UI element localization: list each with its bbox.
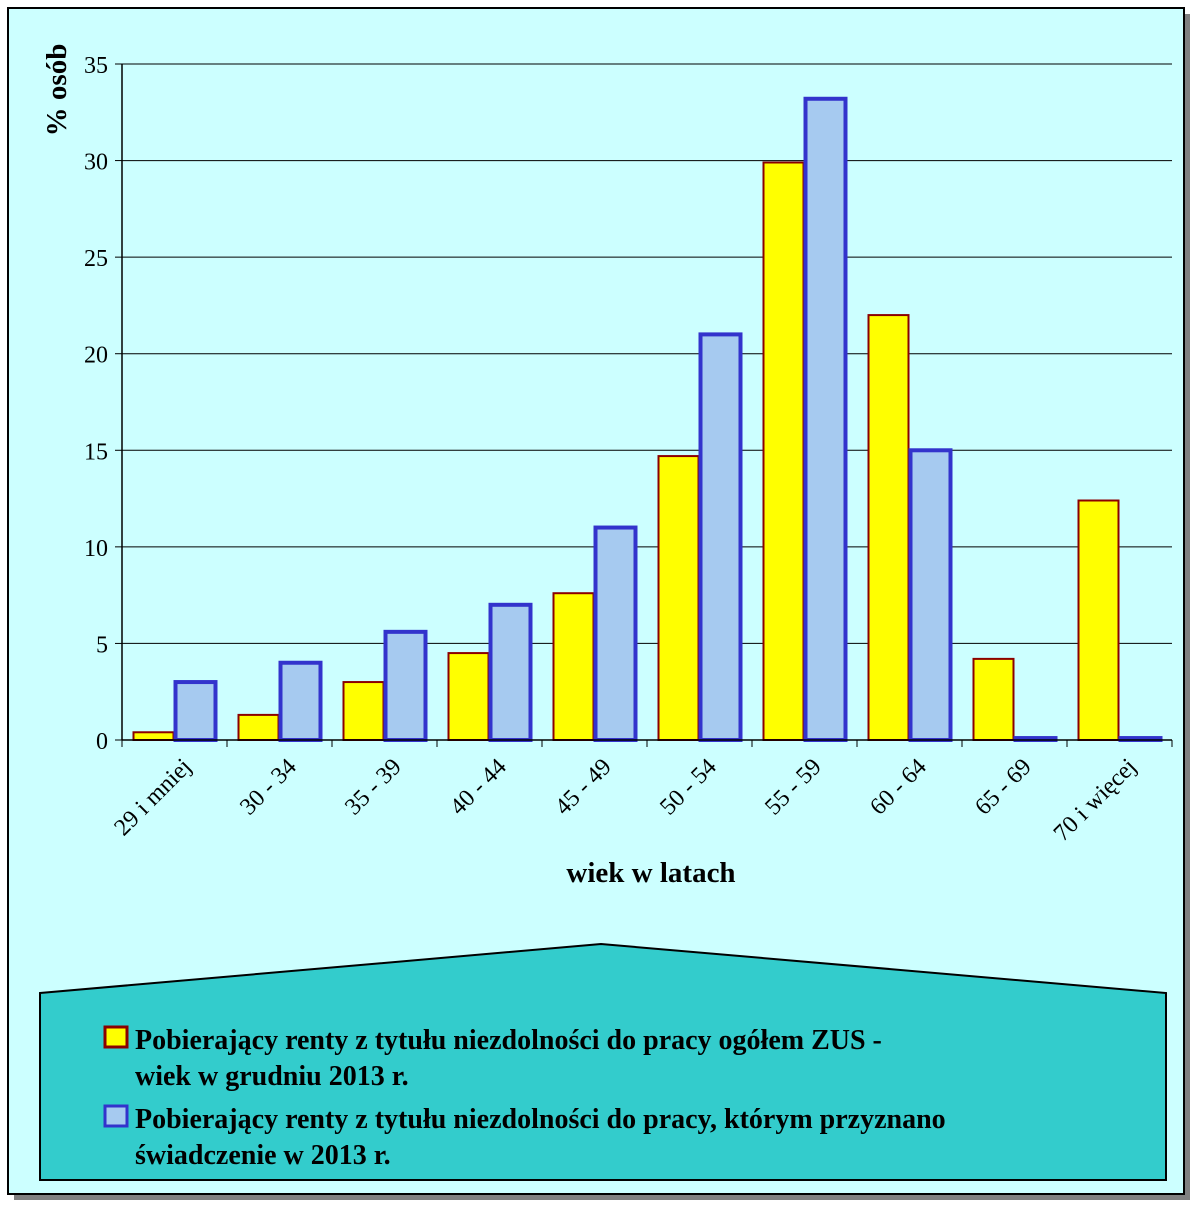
bar-series-2 (383, 629, 428, 743)
y-tick-label: 20 (84, 343, 108, 369)
bar-series-1 (552, 592, 595, 741)
bar-series-2 (278, 660, 323, 742)
bar-series-1 (447, 652, 490, 741)
legend-swatch-series-1 (103, 1025, 129, 1049)
y-tick-label: 5 (96, 632, 108, 658)
legend-box (39, 942, 1167, 1181)
bars (132, 96, 1163, 743)
bar-series-2 (803, 96, 848, 743)
bar-series-2 (593, 525, 638, 742)
bar-series-1 (237, 713, 280, 741)
bar-series-1 (342, 681, 385, 741)
x-axis-title: wiek w latach (566, 857, 735, 889)
gridlines (115, 63, 1172, 741)
legend-label-series-1-line-1: Pobierający renty z tytułu niezdolności … (135, 1025, 882, 1056)
legend-entry-series-2: Pobierający renty z tytułu niezdolności … (103, 1104, 946, 1171)
y-axis-title: % osób (41, 44, 73, 137)
bar-series-2 (488, 602, 533, 742)
legend-entry-series-1: Pobierający renty z tytułu niezdolności … (103, 1025, 882, 1092)
y-tick-label: 25 (84, 246, 108, 272)
y-tick-label: 30 (84, 150, 108, 176)
y-tick-label: 35 (84, 53, 108, 79)
bar-series-1 (762, 161, 805, 741)
y-tick-label: 15 (84, 439, 108, 465)
bar-series-1 (1077, 499, 1120, 742)
bar-series-1 (132, 731, 175, 742)
bar-series-1 (867, 314, 910, 741)
bar-series-1 (657, 455, 700, 741)
axes (121, 64, 1173, 747)
legend-label-series-1-line-2: wiek w grudniu 2013 r. (135, 1061, 409, 1092)
bar-series-2 (698, 332, 743, 742)
bar-series-1 (972, 657, 1015, 742)
legend-swatch-series-2 (103, 1104, 129, 1128)
bar-series-2 (173, 680, 218, 742)
y-tick-label: 0 (96, 729, 108, 755)
legend-label-series-2-line-1: Pobierający renty z tytułu niezdolności … (135, 1104, 946, 1135)
y-tick-label: 10 (84, 536, 108, 562)
y-tick-labels: 0 5 10 15 20 25 30 35 (84, 53, 108, 755)
bar-series-2 (908, 448, 953, 742)
legend-label-series-2-line-2: świadczenie w 2013 r. (135, 1140, 391, 1171)
